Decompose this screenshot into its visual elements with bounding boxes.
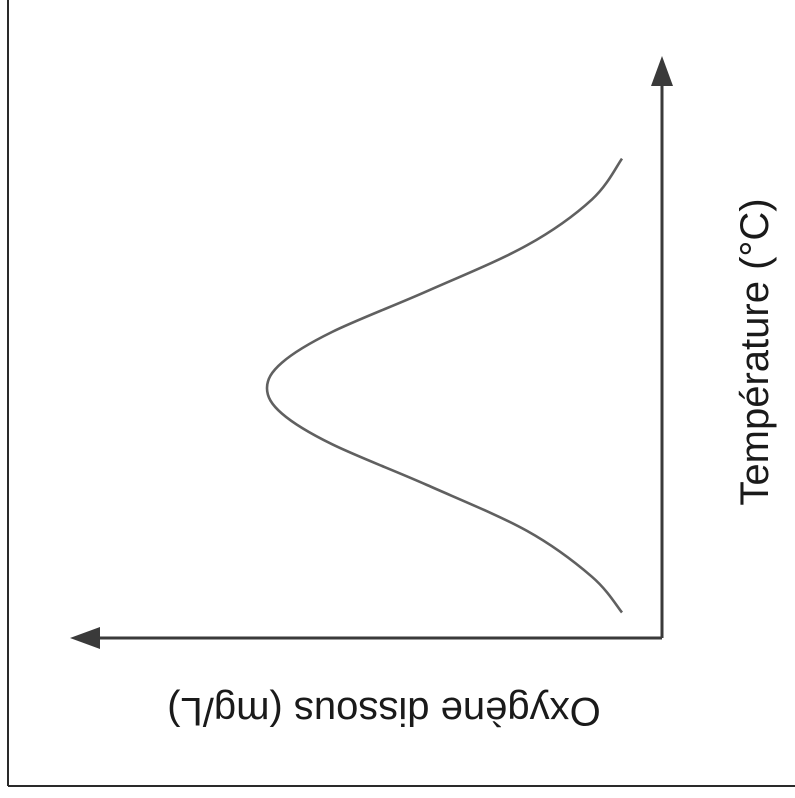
y-axis-arrow-icon bbox=[651, 56, 673, 86]
y-axis-label: Température (°C) bbox=[733, 198, 777, 505]
x-axis-label: Oxygène dissous (mg/L) bbox=[167, 689, 601, 733]
x-axis-arrow-icon bbox=[70, 627, 100, 649]
series-curve bbox=[265, 157, 624, 614]
